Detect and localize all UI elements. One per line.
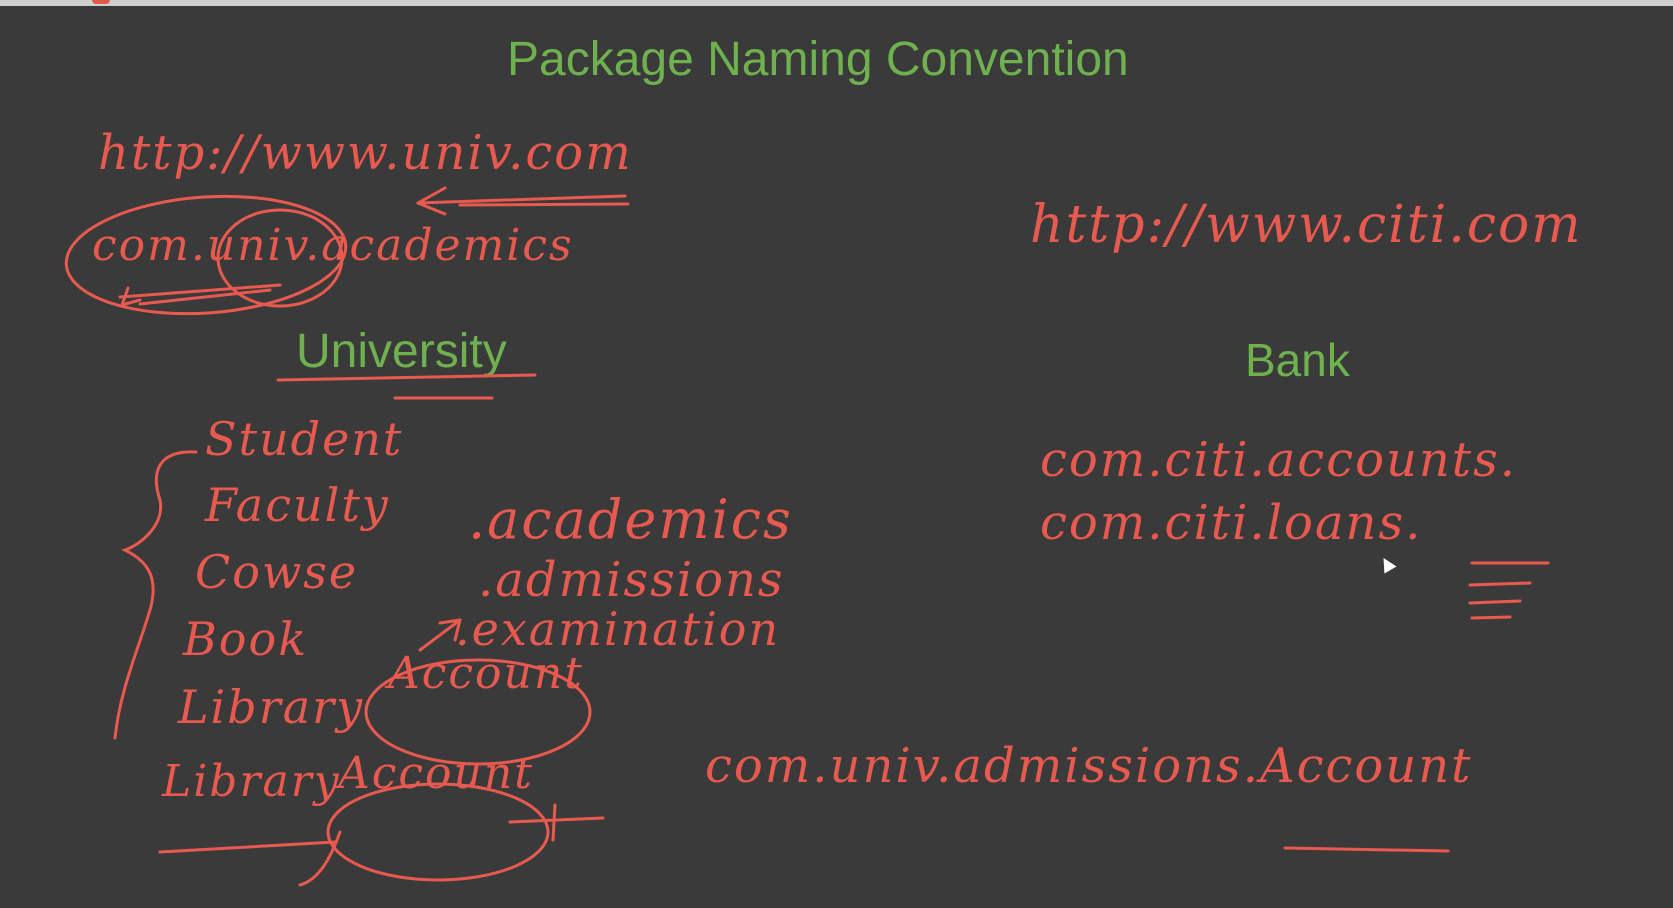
class-faculty: Faculty — [205, 478, 390, 532]
class-cowse: Cowse — [195, 545, 359, 599]
univ-url-text: http://www.univ.com — [98, 125, 633, 181]
account-bottom-cross — [508, 803, 605, 842]
underline-com-univ — [118, 283, 282, 306]
small-arrow-com — [119, 286, 142, 308]
class-list-brace — [113, 450, 198, 740]
circle-com-univ — [64, 194, 348, 316]
full-package-text: com.univ.admissions.Account — [705, 738, 1473, 794]
account-bottom-tail — [298, 830, 342, 887]
account-bottom: Account — [338, 748, 534, 799]
arrow-to-univ-line — [416, 194, 627, 205]
admissions-arrow-line — [418, 618, 462, 652]
circle-account-bottom — [326, 782, 550, 882]
arrow-to-univ-head — [416, 186, 447, 216]
class-library: Library — [178, 680, 365, 734]
red-marker-dot — [92, 0, 110, 4]
strike-library — [158, 840, 337, 854]
bank-heading: Bank — [1245, 334, 1350, 386]
struck-library: Library — [162, 756, 341, 807]
univ-package-text: com.univ.academics — [92, 220, 574, 271]
circle-account — [364, 658, 592, 766]
slide-title: Package Naming Convention — [507, 33, 1129, 86]
circle-univ — [216, 208, 344, 308]
class-student: Student — [205, 412, 404, 466]
sub-package-examination: .examination — [455, 602, 781, 656]
notes-lines — [1468, 561, 1550, 620]
sub-package-academics: .academics — [468, 488, 793, 551]
university-heading: University — [296, 325, 507, 378]
admissions-arrow-head — [438, 618, 462, 642]
citi-loans-package: com.citi.loans. — [1040, 495, 1423, 551]
citi-accounts-package: com.citi.accounts. — [1040, 432, 1517, 488]
window-top-bar — [0, 0, 1673, 6]
arrow-to-univ-second-line — [458, 202, 630, 207]
full-package-account-underline — [1283, 846, 1450, 853]
university-underline — [276, 373, 537, 400]
sub-package-admissions: .admissions — [478, 552, 785, 608]
class-book: Book — [183, 612, 309, 666]
citi-url-text: http://www.citi.com — [1030, 195, 1583, 255]
